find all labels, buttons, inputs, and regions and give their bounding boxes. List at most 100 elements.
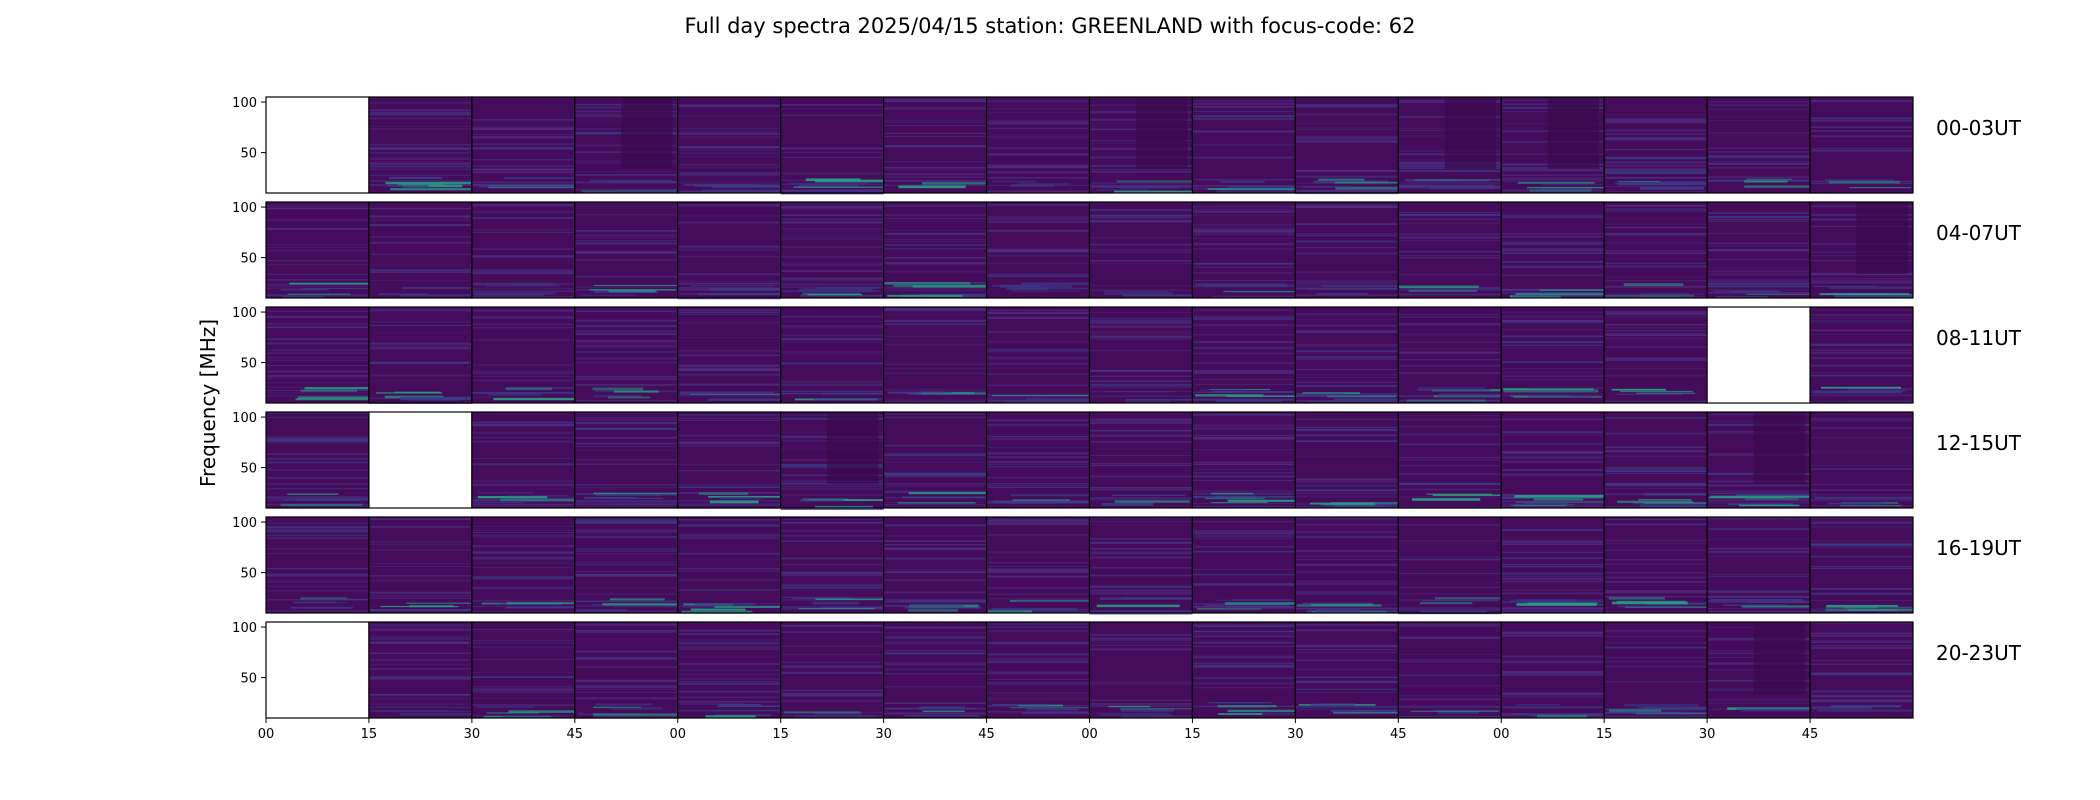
spectrum-panel: [677, 411, 782, 509]
x-tick-label: 45: [567, 727, 584, 742]
x-tick-label: 15: [1596, 727, 1613, 742]
spectrum-panel: [1603, 411, 1708, 509]
y-tick-label: 100: [232, 516, 257, 531]
x-tick-label: 15: [772, 727, 789, 742]
x-tick-label: 45: [1390, 727, 1407, 742]
spectrum-panel: [1191, 201, 1296, 299]
spectrum-panel: [1603, 96, 1708, 194]
spectra-row: 100 50 12-15UT: [232, 411, 2022, 511]
row-time-label: 12-15UT: [1936, 431, 2022, 455]
y-tick-label: 50: [240, 672, 257, 687]
spectrum-panel: [1706, 621, 1811, 719]
spectra-row: 100 50 16-19UT: [232, 516, 2022, 615]
spectrum-panel: [1191, 411, 1296, 509]
spectrum-panel: [1397, 201, 1502, 299]
x-tick-label: 15: [1184, 727, 1201, 742]
spectrum-panel: [677, 621, 782, 719]
x-tick-label: 30: [1287, 727, 1304, 742]
missing-panel: [265, 96, 370, 194]
missing-panel: [265, 621, 370, 719]
spectrum-panel: [1191, 306, 1296, 404]
spectrum-panel: [1500, 201, 1605, 299]
spectra-row: 100 50 00-03UT: [232, 96, 2022, 195]
x-axis-ticks: 00 15 30 45 00 15 30 45 00 15 30 45 00 15 30 45: [258, 718, 1819, 742]
y-tick-label: 50: [240, 147, 257, 162]
x-tick-label: 45: [1802, 727, 1819, 742]
spectrum-panel: [368, 201, 473, 299]
spectrum-panel: [883, 621, 988, 719]
spectrum-panel: [265, 516, 370, 614]
spectrum-panel: [471, 621, 576, 719]
spectrum-panel: [677, 96, 782, 194]
spectrum-panel: [1191, 96, 1296, 194]
spectrum-panel: [471, 201, 576, 299]
spectrum-panel: [368, 516, 473, 614]
spectrum-panel: [1706, 516, 1811, 614]
spectrum-panel: [471, 411, 576, 509]
spectrum-panel: [677, 201, 782, 300]
spectrum-panel: [1809, 201, 1914, 299]
spectrum-panel: [1191, 621, 1296, 719]
y-tick-label: 50: [240, 567, 257, 582]
x-tick-label: 30: [464, 727, 481, 742]
spectrum-panel: [574, 411, 679, 509]
y-tick-label: 50: [240, 252, 257, 267]
spectrum-panel: [883, 201, 988, 299]
spectrum-panel: [1397, 516, 1502, 615]
row-time-label: 04-07UT: [1936, 221, 2022, 245]
y-axis-label: Frequency [MHz]: [196, 319, 220, 487]
spectrum-panel: [883, 411, 988, 509]
y-tick-label: 100: [232, 96, 257, 111]
x-tick-label: 30: [875, 727, 892, 742]
spectrum-panel: [1294, 621, 1399, 719]
spectrum-panel: [1500, 411, 1605, 509]
spectrum-panel: [985, 201, 1091, 299]
chart-title: Full day spectra 2025/04/15 station: GRE…: [685, 14, 1416, 38]
spectrum-panel: [265, 201, 370, 299]
spectrum-panel: [1294, 411, 1399, 509]
spectrum-panel: [1603, 306, 1708, 404]
x-tick-label: 00: [1493, 727, 1510, 742]
y-tick-label: 100: [232, 306, 257, 321]
spectrum-panel: [471, 516, 576, 614]
spectrum-panel: [677, 516, 782, 614]
y-tick-label: 100: [232, 621, 257, 636]
spectrum-panel: [368, 96, 473, 194]
spectra-row: 100 50 20-23UT: [232, 621, 2022, 719]
spectrum-panel: [265, 411, 370, 509]
spectrum-panel: [985, 96, 1091, 194]
spectrum-panel: [1294, 516, 1399, 614]
spectrum-panel: [883, 306, 988, 404]
spectrum-panel: [677, 306, 782, 404]
spectrum-panel: [368, 621, 473, 719]
x-tick-label: 45: [978, 727, 995, 742]
x-tick-label: 15: [361, 727, 378, 742]
spectra-row: 100 50 04-07UT: [232, 201, 2022, 300]
y-tick-label: 100: [232, 201, 257, 216]
spectrum-panel: [883, 516, 988, 614]
spectrum-panel: [1603, 201, 1708, 299]
spectrum-panel: [1088, 306, 1194, 404]
spectrum-panel: [1500, 306, 1605, 404]
spectrum-panel: [1706, 411, 1811, 509]
spectrum-panel: [1088, 621, 1194, 719]
spectrum-panel: [1809, 96, 1914, 194]
spectrum-panel: [780, 621, 885, 719]
spectrum-panel: [1294, 96, 1399, 195]
spectrum-panel: [883, 96, 988, 194]
panel-border: [1809, 621, 1914, 719]
spectrum-panel: [1294, 201, 1399, 299]
spectrum-panel: [1088, 516, 1194, 615]
row-time-label: 08-11UT: [1936, 326, 2022, 350]
spectrum-panel: [780, 201, 885, 299]
spectrum-panel: [1500, 621, 1605, 719]
spectrum-panel: [1809, 621, 1914, 719]
spectrum-panel: [780, 306, 885, 404]
spectrum-panel: [574, 621, 679, 719]
spectrum-panel: [780, 411, 885, 511]
x-tick-label: 00: [1081, 727, 1098, 742]
spectrum-panel: [1088, 201, 1194, 299]
spectrum-panel: [985, 516, 1091, 614]
spectrum-panel: [1397, 621, 1502, 719]
